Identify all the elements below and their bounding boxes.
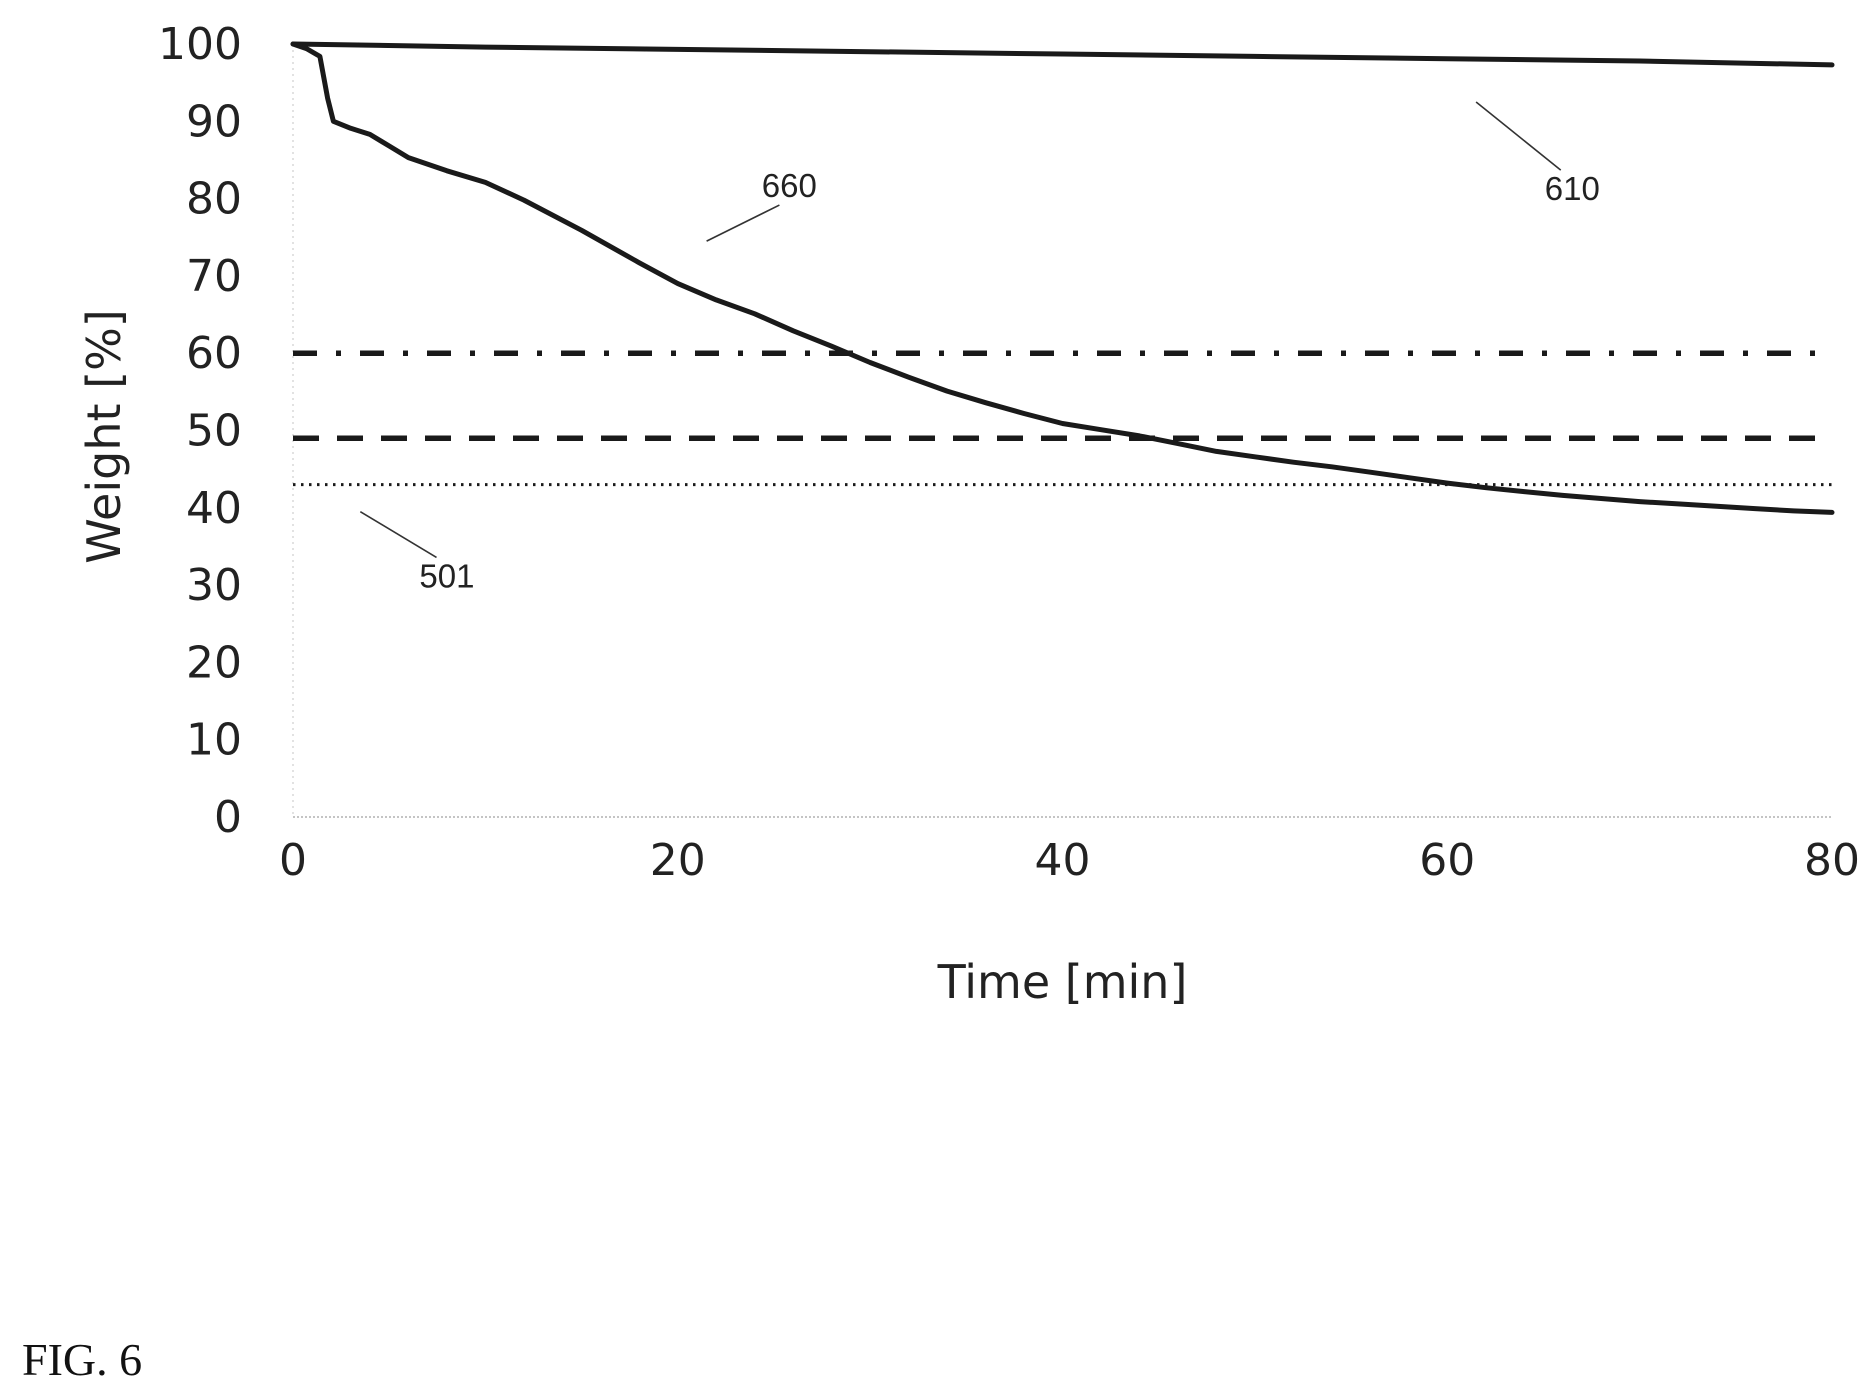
series-line-610	[290, 41, 1835, 68]
axes	[292, 44, 1832, 818]
x-tick-label: 60	[1419, 835, 1475, 886]
x-tick-label: 40	[1035, 835, 1091, 886]
figure-label: FIG. 6	[22, 1334, 142, 1385]
x-tick-label: 80	[1804, 835, 1860, 886]
callout-label-610: 610	[1545, 170, 1600, 207]
x-tick-label: 0	[279, 835, 307, 886]
callout-label-501: 501	[419, 557, 474, 594]
y-tick-label: 80	[186, 174, 242, 225]
y-tick-label: 10	[186, 715, 242, 766]
y-tick-label: 90	[186, 96, 242, 147]
x-tick-labels: 0 20 40 60 80	[279, 835, 1860, 886]
y-tick-label: 50	[186, 406, 242, 457]
callouts: 660 610 501	[359, 101, 1600, 594]
y-axis-title: Weight [%]	[77, 309, 131, 563]
callout-label-660: 660	[762, 167, 817, 204]
series-layer	[290, 41, 1835, 515]
y-tick-label: 100	[158, 19, 242, 70]
x-tick-label: 20	[650, 835, 706, 886]
callout-leader-660	[706, 204, 780, 242]
y-tick-label: 30	[186, 560, 242, 611]
y-tick-label: 40	[186, 483, 242, 534]
callout-leader-501	[359, 510, 437, 559]
y-tick-label: 60	[186, 328, 242, 379]
callout-leader-610	[1475, 101, 1562, 171]
y-tick-label: 20	[186, 637, 242, 688]
x-axis-title: Time [min]	[937, 955, 1188, 1009]
y-tick-label: 0	[214, 792, 242, 843]
y-tick-label: 70	[186, 251, 242, 302]
series-line-660	[290, 41, 1835, 515]
y-tick-labels: 0 10 20 30 40 50 60 70 80 90 100	[158, 19, 242, 843]
